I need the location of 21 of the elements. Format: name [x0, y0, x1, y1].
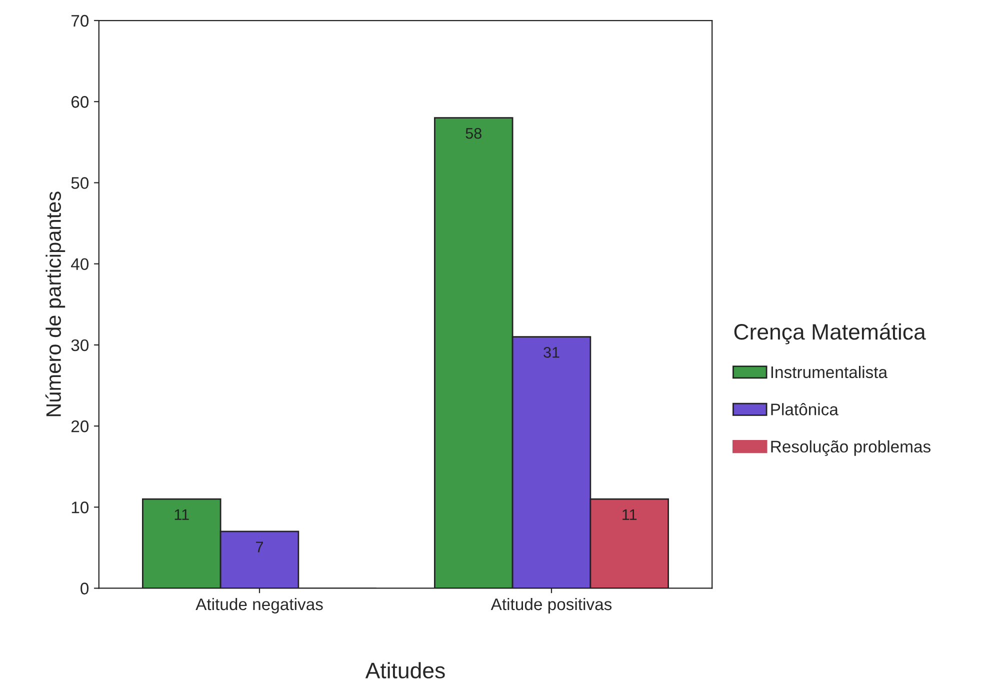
y-tick-label: 30: [71, 339, 89, 352]
legend-label: Resolução problemas: [771, 440, 930, 456]
y-tick-label: 20: [71, 420, 89, 432]
legend-title: Crença Matemática: [734, 323, 926, 344]
legend-label: Instrumentalista: [771, 366, 888, 378]
x-axis-title: Atitudes: [365, 662, 445, 678]
y-tick-label: 0: [80, 582, 89, 594]
y-tick-label: 40: [71, 258, 89, 270]
data-label: 58: [466, 128, 482, 139]
x-tick-label: Atitude negativas: [196, 598, 323, 614]
y-tick-label: 70: [71, 14, 89, 27]
data-label: 11: [174, 509, 189, 520]
data-label: 7: [256, 542, 263, 552]
y-tick-label: 60: [71, 96, 89, 108]
x-tick-label: Atitude positivas: [490, 598, 612, 614]
y-tick-label: 10: [72, 502, 89, 514]
y-tick-label: 50: [71, 177, 89, 189]
y-axis-title: Número de participantes: [45, 192, 66, 416]
data-label: 11: [622, 509, 637, 520]
legend-label: Platônica: [771, 403, 838, 416]
data-label: 31: [544, 346, 560, 358]
